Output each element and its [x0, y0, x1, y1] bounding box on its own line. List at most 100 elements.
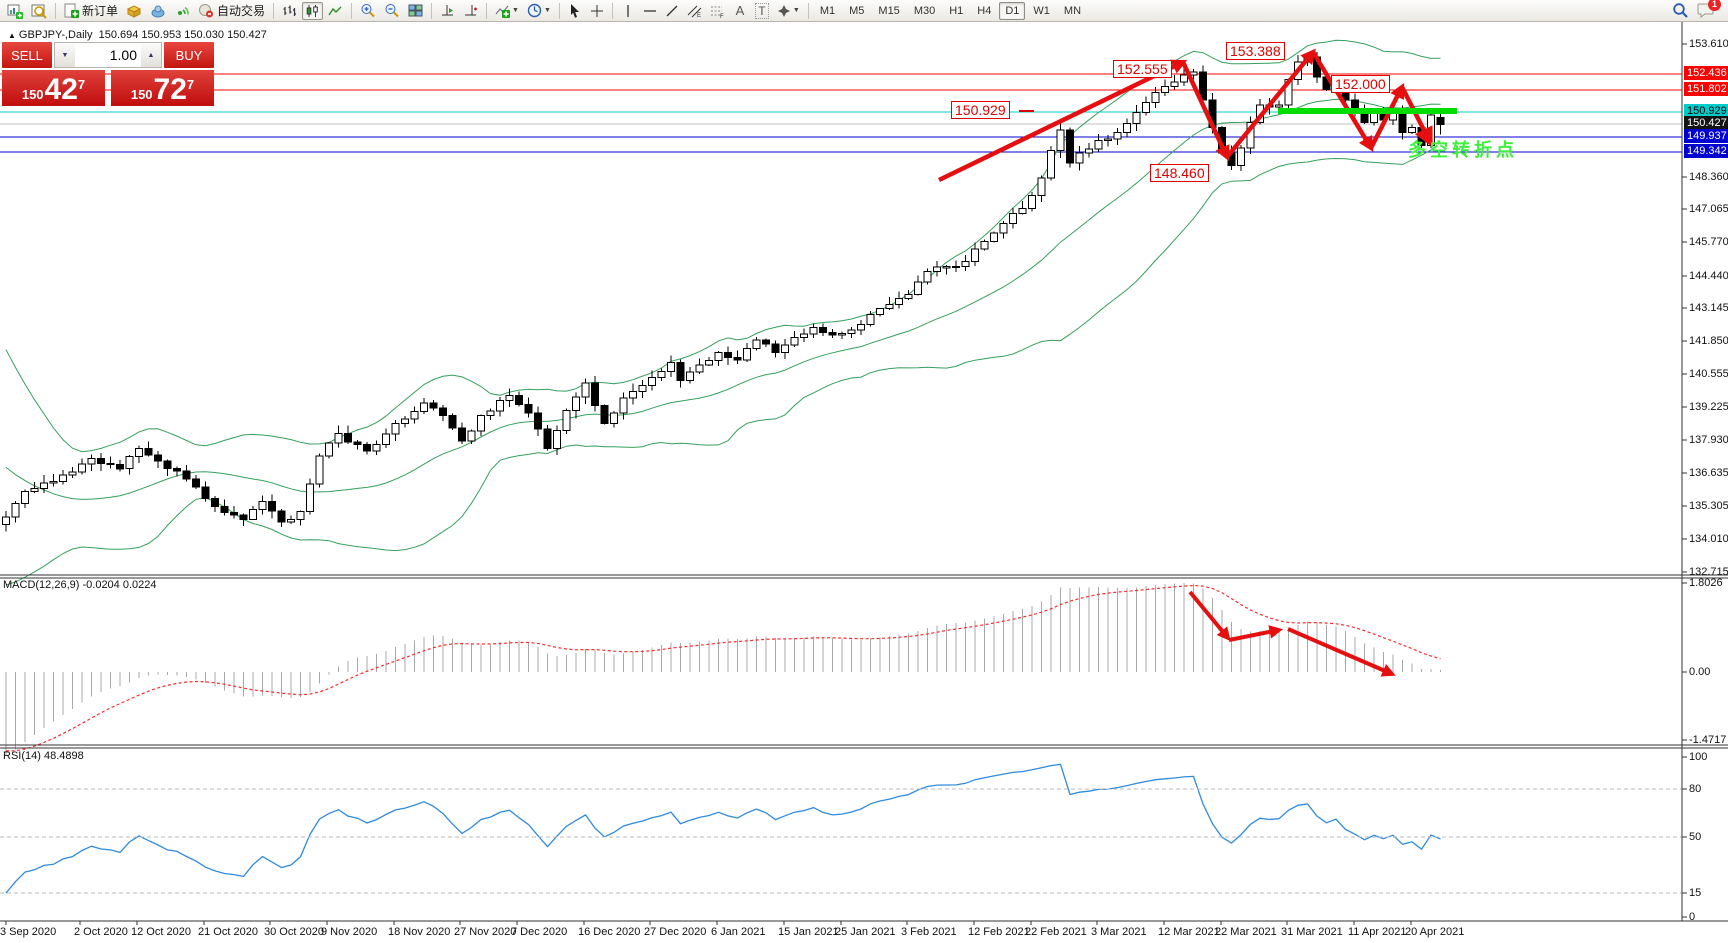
sell-price-point: 7 [77, 77, 86, 92]
price-annotation-box: 153.388 [1226, 42, 1285, 60]
channel-tool-button[interactable]: E [684, 2, 705, 20]
date-axis-label: 21 Oct 2020 [198, 926, 258, 938]
text-tool-button[interactable]: A [730, 2, 750, 20]
timeframe-h1[interactable]: H1 [949, 4, 964, 17]
market-watch-icon[interactable] [28, 2, 50, 20]
svg-text:F: F [720, 14, 724, 18]
buy-price-display[interactable]: 150 72 7 [111, 70, 214, 106]
timeframe-d1[interactable]: D1 [999, 1, 1026, 20]
bar-chart-icon [283, 5, 297, 16]
price-axis-tick: 144.440 [1689, 270, 1728, 282]
trendline-tool-button[interactable] [662, 2, 682, 20]
macd-scale-label: -1.4717 [1689, 734, 1727, 746]
volume-decrease-button[interactable]: ▼ [55, 43, 75, 67]
periods-button[interactable]: ▼ [524, 2, 554, 20]
rsi-scale-label: 100 [1689, 751, 1708, 763]
label-tool-label: T [755, 2, 769, 19]
cursor-tool-button[interactable] [565, 2, 585, 20]
date-axis-label: 12 Oct 2020 [131, 926, 191, 938]
symbol-period-label: GBPJPY-,Daily [18, 29, 93, 41]
timeframe-mn[interactable]: MN [1063, 4, 1082, 17]
bar-chart-mode-button[interactable] [279, 2, 300, 20]
date-axis-label: 27 Nov 2020 [454, 926, 517, 938]
zoom-out-icon [385, 4, 399, 18]
date-axis-label: 31 Mar 2021 [1281, 926, 1343, 938]
toolbar-separator [351, 2, 353, 19]
price-axis-tick: 153.610 [1689, 38, 1728, 50]
text-label-tool-button[interactable]: T [752, 2, 772, 20]
chevron-down-icon: ▼ [792, 7, 800, 14]
date-axis-label: 2 Oct 2020 [74, 926, 128, 938]
line-chart-mode-button[interactable] [325, 2, 346, 20]
publisher-icon-button[interactable] [147, 2, 169, 20]
chart-canvas[interactable] [0, 22, 1728, 943]
magnifier-window-icon [31, 4, 47, 19]
chart-shift-button[interactable] [460, 2, 481, 20]
signals-icon-button[interactable] [171, 2, 193, 20]
fibonacci-tool-button[interactable]: F [707, 2, 728, 20]
package-icon-button[interactable] [123, 2, 145, 20]
line-chart-icon [328, 6, 342, 15]
turning-point-annotation: 多空转折点 [1408, 140, 1518, 160]
search-icon [1673, 2, 1688, 18]
new-order-button[interactable]: 新订单 [61, 2, 121, 20]
date-axis-label: 16 Dec 2020 [578, 926, 641, 938]
volume-increase-button[interactable]: ▲ [141, 43, 161, 67]
autotrade-button[interactable]: 自动交易 [195, 2, 268, 20]
price-annotation-box: 152.000 [1331, 75, 1390, 93]
buy-price-handle: 150 [130, 87, 153, 102]
top-toolbar: 新订单 自动交易 [0, 0, 1728, 22]
candle-chart-mode-button[interactable] [302, 1, 324, 20]
timeframe-h4[interactable]: H4 [977, 4, 992, 17]
autotrade-icon [199, 4, 214, 18]
price-annotation-box: 148.460 [1150, 164, 1209, 182]
indicators-button[interactable]: ▼ [492, 2, 522, 20]
indicators-plus-icon [495, 5, 511, 18]
buy-button[interactable]: BUY [164, 42, 214, 68]
price-axis-tick: 145.770 [1689, 236, 1728, 248]
buy-price-point: 7 [186, 77, 195, 92]
sell-price-display[interactable]: 150 42 7 [2, 70, 105, 106]
search-button[interactable] [1669, 1, 1692, 19]
new-order-label: 新订单 [82, 4, 119, 18]
notification-count-badge: 1 [1708, 0, 1721, 11]
timeframe-m1[interactable]: M1 [819, 4, 836, 17]
chart-symbol-header: ▲ GBPJPY-,Daily 150.694 150.953 150.030 1… [8, 29, 267, 41]
tile-windows-button[interactable] [405, 2, 426, 20]
sell-button[interactable]: SELL [2, 42, 52, 68]
date-axis-label: 30 Oct 2020 [264, 926, 324, 938]
fibonacci-icon: F [710, 6, 724, 18]
timeframe-m15[interactable]: M15 [878, 4, 900, 17]
trade-row: SELL ▼ ▲ BUY [2, 42, 214, 68]
auto-scroll-button[interactable] [437, 2, 458, 20]
hline-tool-button[interactable] [640, 2, 660, 20]
cursor-icon [570, 4, 579, 18]
zoom-in-button[interactable] [357, 2, 379, 20]
volume-input[interactable] [75, 43, 141, 67]
clock-icon [527, 3, 542, 18]
timeframe-m5[interactable]: M5 [849, 4, 865, 17]
arrows-tool-button[interactable]: ▼ [774, 2, 803, 20]
buy-price-pips: 72 [153, 73, 187, 106]
rsi-scale-label: 15 [1689, 887, 1702, 899]
vline-tool-button[interactable] [618, 2, 638, 20]
macd-name: MACD(12,26,9) [3, 579, 80, 591]
crosshair-icon [590, 4, 603, 17]
timeframe-w1[interactable]: W1 [1033, 4, 1050, 17]
date-axis-label: 20 Apr 2021 [1405, 926, 1465, 938]
crosshair-tool-button[interactable] [587, 2, 607, 20]
price-axis-tick: 143.145 [1689, 302, 1728, 314]
date-axis-label: 22 Mar 2021 [1215, 926, 1277, 938]
sell-price-pips: 42 [44, 73, 78, 106]
macd-label: MACD(12,26,9) -0.0204 0.0224 [3, 579, 157, 591]
new-chart-icon[interactable] [4, 2, 26, 20]
chart-plus-icon [7, 4, 23, 19]
trendline-icon [666, 5, 678, 16]
notifications-button[interactable]: 1 [1694, 0, 1721, 19]
zoom-out-button[interactable] [381, 2, 403, 20]
tile-windows-icon [408, 4, 423, 16]
toolbar-separator [558, 2, 560, 19]
timeframe-m30[interactable]: M30 [913, 4, 936, 17]
price-axis-tick: 136.635 [1689, 467, 1728, 479]
price-axis-tick: 137.930 [1689, 434, 1728, 446]
